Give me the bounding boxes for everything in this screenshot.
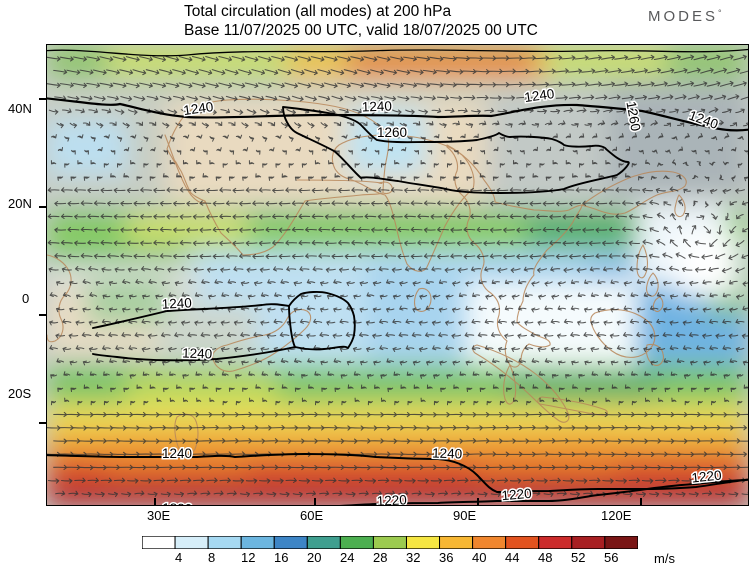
svg-text:1220: 1220 <box>376 492 407 505</box>
svg-text:1240: 1240 <box>161 295 192 312</box>
svg-text:1240: 1240 <box>523 86 555 105</box>
svg-text:1240: 1240 <box>687 108 720 132</box>
svg-text:1220: 1220 <box>691 467 722 485</box>
svg-text:1220: 1220 <box>501 486 532 504</box>
svg-text:1260: 1260 <box>377 125 407 140</box>
svg-text:1240: 1240 <box>182 345 213 361</box>
svg-text:1220: 1220 <box>162 500 193 505</box>
svg-text:1240: 1240 <box>182 99 214 118</box>
svg-text:1240: 1240 <box>162 446 192 461</box>
svg-text:1200: 1200 <box>576 504 607 505</box>
svg-text:1260: 1260 <box>623 100 643 132</box>
svg-text:1240: 1240 <box>432 445 463 461</box>
svg-text:1240: 1240 <box>362 98 393 114</box>
